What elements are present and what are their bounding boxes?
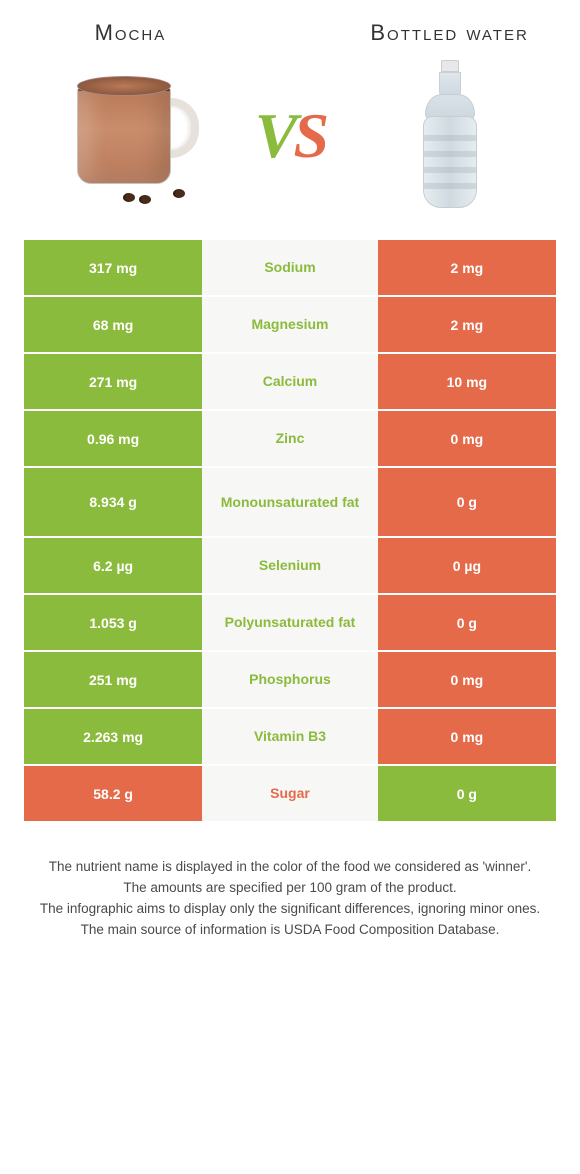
right-value: 0 g [378,766,556,821]
right-value: 10 mg [378,354,556,409]
left-value: 58.2 g [24,766,202,821]
left-food-image [24,56,237,216]
water-bottle-icon [415,56,485,216]
left-value: 68 mg [24,297,202,352]
table-row: 1.053 gPolyunsaturated fat0 g [24,595,556,650]
table-row: 58.2 gSugar0 g [24,766,556,821]
images-row: VS [24,56,556,216]
right-value: 0 mg [378,652,556,707]
left-value: 251 mg [24,652,202,707]
nutrient-name: Sodium [202,240,378,295]
table-row: 68 mgMagnesium2 mg [24,297,556,352]
footnote-line: The infographic aims to display only the… [34,899,546,920]
nutrient-name: Selenium [202,538,378,593]
left-value: 0.96 mg [24,411,202,466]
mocha-mug-icon [55,66,205,206]
right-value: 0 mg [378,709,556,764]
footnote-line: The nutrient name is displayed in the co… [34,857,546,878]
comparison-table: 317 mgSodium2 mg68 mgMagnesium2 mg271 mg… [24,240,556,821]
nutrient-name: Zinc [202,411,378,466]
infographic-container: Mocha Bottled water VS 317 mgSodium2 mg6… [0,0,580,971]
table-row: 271 mgCalcium10 mg [24,354,556,409]
right-value: 0 g [378,595,556,650]
left-value: 2.263 mg [24,709,202,764]
nutrient-name: Vitamin B3 [202,709,378,764]
nutrient-name: Polyunsaturated fat [202,595,378,650]
footnote-line: The main source of information is USDA F… [34,920,546,941]
right-value: 2 mg [378,240,556,295]
vs-s: S [294,100,326,171]
right-value: 0 g [378,468,556,536]
table-row: 251 mgPhosphorus0 mg [24,652,556,707]
right-value: 0 µg [378,538,556,593]
left-value: 271 mg [24,354,202,409]
table-row: 317 mgSodium2 mg [24,240,556,295]
header-row: Mocha Bottled water [24,20,556,46]
nutrient-name: Magnesium [202,297,378,352]
nutrient-name: Sugar [202,766,378,821]
nutrient-name: Monounsaturated fat [202,468,378,536]
nutrient-name: Phosphorus [202,652,378,707]
table-row: 8.934 gMonounsaturated fat0 g [24,468,556,536]
left-food-title: Mocha [24,20,237,46]
table-row: 6.2 µgSelenium0 µg [24,538,556,593]
footnote-line: The amounts are specified per 100 gram o… [34,878,546,899]
right-food-image [343,56,556,216]
right-value: 0 mg [378,411,556,466]
left-value: 1.053 g [24,595,202,650]
table-row: 0.96 mgZinc0 mg [24,411,556,466]
nutrient-name: Calcium [202,354,378,409]
right-food-title: Bottled water [343,20,556,46]
vs-label: VS [255,104,325,168]
footnotes: The nutrient name is displayed in the co… [24,857,556,971]
vs-v: V [255,100,294,171]
right-value: 2 mg [378,297,556,352]
left-value: 8.934 g [24,468,202,536]
left-value: 317 mg [24,240,202,295]
left-value: 6.2 µg [24,538,202,593]
table-row: 2.263 mgVitamin B30 mg [24,709,556,764]
